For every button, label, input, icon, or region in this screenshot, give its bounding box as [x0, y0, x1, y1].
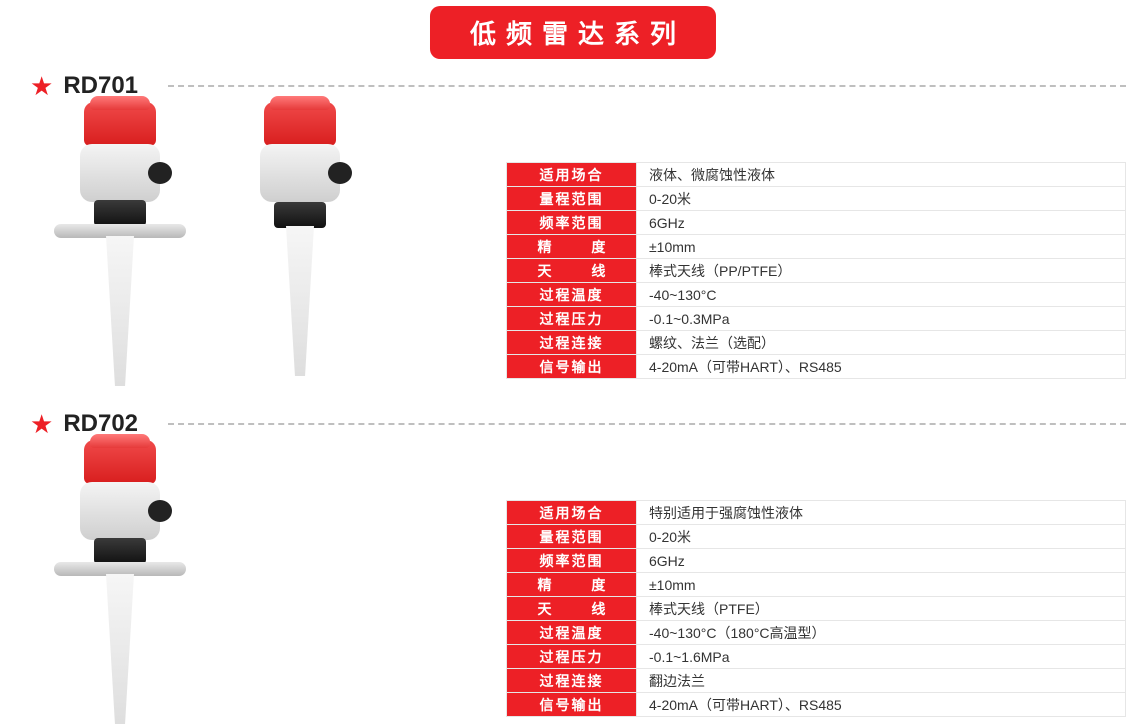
table-row: 天 线棒式天线（PTFE） [507, 597, 1126, 621]
spec-table-rd702: 适用场合特别适用于强腐蚀性液体量程范围0-20米频率范围6GHz精 度±10mm… [506, 500, 1126, 717]
table-row: 信号输出4-20mA（可带HART）、RS485 [507, 355, 1126, 379]
sensor-image-flange [50, 440, 190, 720]
spec-value: 棒式天线（PTFE） [637, 597, 1126, 621]
table-row: 量程范围0-20米 [507, 187, 1126, 211]
table-row: 天 线棒式天线（PP/PTFE） [507, 259, 1126, 283]
spec-value: 6GHz [637, 549, 1126, 573]
table-row: 过程压力-0.1~1.6MPa [507, 645, 1126, 669]
spec-label: 过程压力 [507, 307, 637, 331]
spec-value: ±10mm [637, 573, 1126, 597]
spec-label: 过程压力 [507, 645, 637, 669]
spec-label: 频率范围 [507, 211, 637, 235]
spec-value: 6GHz [637, 211, 1126, 235]
spec-value: 0-20米 [637, 187, 1126, 211]
table-row: 信号输出4-20mA（可带HART）、RS485 [507, 693, 1126, 717]
divider-dashed [168, 85, 1126, 87]
spec-value: -0.1~0.3MPa [637, 307, 1126, 331]
spec-value: 特别适用于强腐蚀性液体 [637, 501, 1126, 525]
spec-label: 过程温度 [507, 621, 637, 645]
spec-label: 信号输出 [507, 693, 637, 717]
spec-value: -40~130°C（180°C高温型） [637, 621, 1126, 645]
table-row: 量程范围0-20米 [507, 525, 1126, 549]
divider-dashed [168, 423, 1126, 425]
spec-value: -0.1~1.6MPa [637, 645, 1126, 669]
table-row: 频率范围6GHz [507, 211, 1126, 235]
product-header: ★ RD701 [30, 72, 1126, 100]
spec-tbody: 适用场合液体、微腐蚀性液体量程范围0-20米频率范围6GHz精 度±10mm天 … [507, 163, 1126, 379]
table-row: 过程温度-40~130°C [507, 283, 1126, 307]
table-row: 过程连接翻边法兰 [507, 669, 1126, 693]
spec-label: 适用场合 [507, 501, 637, 525]
product-header: ★ RD702 [30, 410, 1126, 438]
table-row: 精 度±10mm [507, 235, 1126, 259]
spec-label: 精 度 [507, 573, 637, 597]
spec-label: 信号输出 [507, 355, 637, 379]
spec-value: 翻边法兰 [637, 669, 1126, 693]
spec-value: 液体、微腐蚀性液体 [637, 163, 1126, 187]
spec-label: 过程连接 [507, 331, 637, 355]
product-block-rd701: ★ RD701 适用场合液体、微腐蚀性液体量程范围0-20米频率范围6GHz精 … [30, 72, 1126, 372]
spec-value: 棒式天线（PP/PTFE） [637, 259, 1126, 283]
table-row: 适用场合特别适用于强腐蚀性液体 [507, 501, 1126, 525]
spec-label: 频率范围 [507, 549, 637, 573]
spec-value: 0-20米 [637, 525, 1126, 549]
product-images [50, 440, 190, 720]
spec-value: -40~130°C [637, 283, 1126, 307]
series-title-banner: 低频雷达系列 [430, 6, 716, 59]
spec-value: 4-20mA（可带HART）、RS485 [637, 693, 1126, 717]
spec-label: 量程范围 [507, 525, 637, 549]
table-row: 精 度±10mm [507, 573, 1126, 597]
spec-label: 过程连接 [507, 669, 637, 693]
star-icon: ★ [30, 73, 53, 99]
sensor-image-thread [230, 102, 370, 382]
product-images [50, 102, 370, 382]
table-row: 过程连接螺纹、法兰（选配） [507, 331, 1126, 355]
product-block-rd702: ★ RD702 适用场合特别适用于强腐蚀性液体量程范围0-20米频率范围6GHz… [30, 410, 1126, 710]
spec-tbody: 适用场合特别适用于强腐蚀性液体量程范围0-20米频率范围6GHz精 度±10mm… [507, 501, 1126, 717]
spec-label: 精 度 [507, 235, 637, 259]
table-row: 频率范围6GHz [507, 549, 1126, 573]
spec-label: 量程范围 [507, 187, 637, 211]
spec-value: 螺纹、法兰（选配） [637, 331, 1126, 355]
spec-label: 天 线 [507, 259, 637, 283]
spec-table-rd701: 适用场合液体、微腐蚀性液体量程范围0-20米频率范围6GHz精 度±10mm天 … [506, 162, 1126, 379]
star-icon: ★ [30, 411, 53, 437]
spec-value: 4-20mA（可带HART）、RS485 [637, 355, 1126, 379]
table-row: 过程温度-40~130°C（180°C高温型） [507, 621, 1126, 645]
table-row: 过程压力-0.1~0.3MPa [507, 307, 1126, 331]
sensor-image-flange [50, 102, 190, 382]
spec-label: 天 线 [507, 597, 637, 621]
table-row: 适用场合液体、微腐蚀性液体 [507, 163, 1126, 187]
spec-label: 适用场合 [507, 163, 637, 187]
spec-value: ±10mm [637, 235, 1126, 259]
spec-label: 过程温度 [507, 283, 637, 307]
